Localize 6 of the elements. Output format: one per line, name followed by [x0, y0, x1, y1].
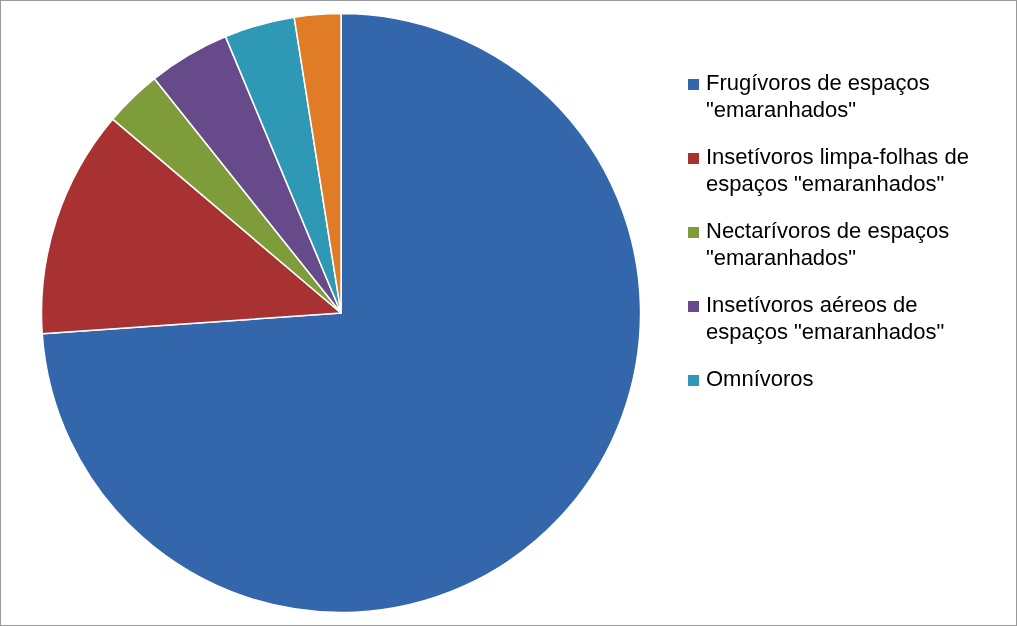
legend-label: Omnívoros — [706, 366, 814, 391]
legend-label: Nectarívoros de espaços "emaranhados" — [706, 218, 950, 270]
pie-slice — [41, 12, 642, 613]
legend-label: Insetívoros aéreos de espaços "emaranhados" — [706, 292, 945, 344]
legend-label: Frugívoros de espaços "emaranhados" — [706, 70, 930, 122]
legend-label: Insetívoros limpa-folhas de espaços "emaranhados" — [706, 144, 969, 196]
